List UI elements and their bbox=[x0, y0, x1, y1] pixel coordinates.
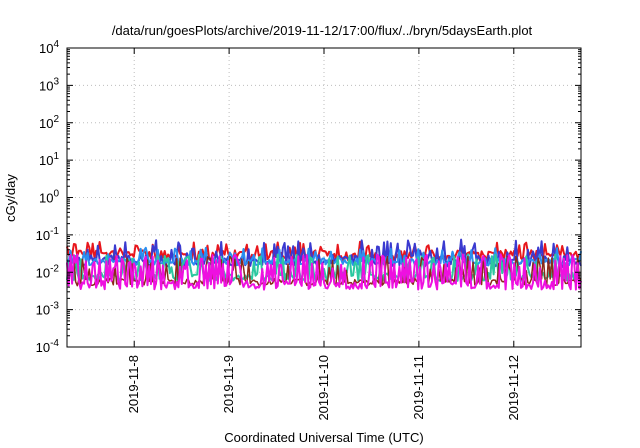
x-axis: 2019-11-8 2019-11-9 2019-11-10 2019-11-11 20… bbox=[126, 48, 521, 421]
chart-title: /data/run/goesPlots/archive/2019-11-12/1… bbox=[112, 23, 533, 38]
y-tick-label: 104 bbox=[39, 39, 59, 56]
y-axis: 10-4 10-3 10-2 10-1 100 101 102 103 104 bbox=[36, 39, 581, 355]
y-tick-label: 10-2 bbox=[36, 263, 60, 280]
y-axis-label: cGy/day bbox=[3, 174, 18, 222]
y-tick-label: 101 bbox=[39, 151, 59, 168]
series-line bbox=[66, 253, 582, 291]
plot-series bbox=[66, 238, 582, 291]
y-tick-label: 10-3 bbox=[36, 301, 60, 318]
y-tick-label: 100 bbox=[39, 189, 59, 206]
y-tick-label: 103 bbox=[39, 76, 59, 93]
y-tick-label: 102 bbox=[39, 114, 59, 131]
x-tick-label: 2019-11-10 bbox=[316, 355, 331, 421]
y-tick-label: 10-1 bbox=[36, 226, 60, 243]
x-axis-label: Coordinated Universal Time (UTC) bbox=[224, 430, 423, 445]
x-tick-label: 2019-11-8 bbox=[126, 355, 141, 413]
y-tick-label: 10-4 bbox=[36, 338, 60, 355]
x-tick-label: 2019-11-9 bbox=[221, 355, 236, 413]
x-tick-label: 2019-11-12 bbox=[506, 355, 521, 421]
x-tick-label: 2019-11-11 bbox=[411, 355, 426, 420]
